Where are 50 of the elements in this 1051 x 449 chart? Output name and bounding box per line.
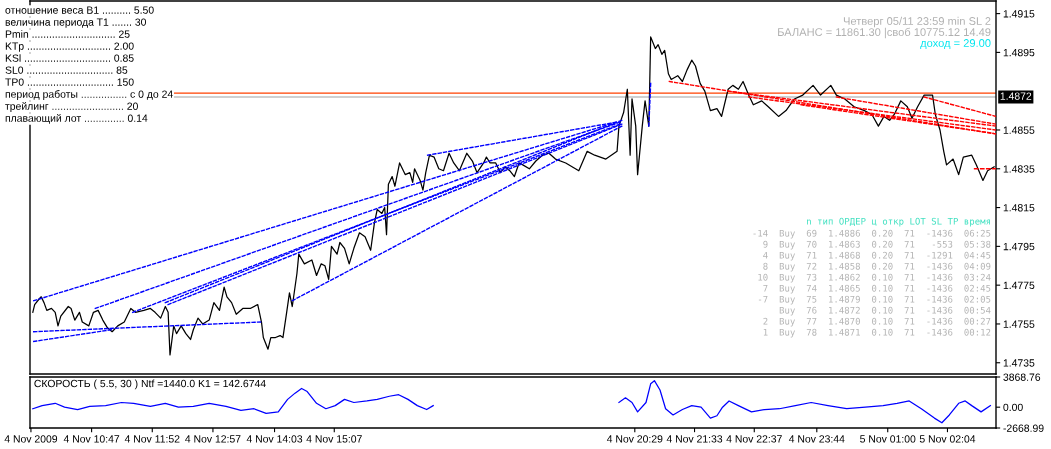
annotation: 7 Buy 74 1.4865 0.10 71 -1436 02:45	[763, 284, 991, 294]
annotation: Buy 76 1.4872 0.10 71 -1436 00:54	[779, 306, 991, 316]
y-tick-label: 1.4775	[1003, 281, 1035, 290]
annotation: 10 Buy 73 1.4862 0.10 71 -1436 03:24	[758, 273, 991, 283]
x-tick-label: 4 Nov 10:47	[63, 435, 120, 443]
annotation: Четверг 05/11 23:59 min SL 2	[843, 16, 991, 28]
annotation: 9 Buy 70 1.4863 0.20 71 -553 05:38	[763, 240, 991, 250]
y-tick-label: 1.4855	[1003, 126, 1035, 134]
annotation: период работы ................ с 0 до 24	[5, 90, 173, 100]
x-tick-label: 4 Nov 22:37	[726, 435, 782, 443]
x-tick-label: 4 Nov 11:52	[124, 435, 180, 443]
y-tick-label: 1.4735	[1003, 359, 1035, 367]
annotation: Pmin ............................. 25	[5, 30, 130, 38]
annotation: отношение веса B1 .......... 5.50	[5, 6, 154, 14]
y-tick-label: 1.4815	[1003, 204, 1035, 212]
y-tick-label: 1.4835	[1003, 165, 1035, 173]
x-tick-label: 4 Nov 2009	[4, 435, 58, 443]
x-tick-label: 5 Nov 01:00	[860, 435, 916, 443]
annotation: 8 Buy 72 1.4858 0.20 71 -1436 04:09	[763, 262, 991, 272]
annotation: KSl .............................. 0.85	[5, 54, 134, 62]
x-tick-label: 4 Nov 15:07	[306, 435, 362, 443]
annotation: величина периода T1 ....... 30	[5, 18, 147, 28]
annotation: KTp ............................. 2.00	[5, 42, 134, 52]
annotation: трейлинг ......................... 20	[5, 102, 138, 112]
x-tick-label: 4 Nov 14:03	[246, 435, 303, 443]
x-tick-label: 5 Nov 02:04	[919, 435, 976, 443]
annotation: 2 Buy 77 1.4870 0.10 71 -1436 00:27	[763, 317, 991, 327]
x-tick-label: 4 Nov 12:57	[185, 435, 241, 443]
chart-title: СКОРОСТЬ ( 5.5, 30 ) Ntf =1440.0 K1 = 142.6744	[34, 379, 266, 390]
annotation: 1 Buy 78 1.4871 0.10 71 -1436 00:12	[763, 328, 991, 338]
annotation: -14 Buy 69 1.4886 0.20 71 -1436 06:25	[753, 229, 991, 239]
x-tick-label: 4 Nov 23:44	[788, 435, 845, 443]
y-tick-label: 1.4895	[1003, 48, 1035, 57]
y-tick-label: 3868.76	[1003, 373, 1041, 381]
annotation: БАЛАНС = 11861.30 |своб 10775.12 14.49	[778, 27, 991, 39]
x-tick-label: 4 Nov 20:29	[606, 435, 663, 443]
annotation: -7 Buy 75 1.4879 0.10 71 -1436 02:05	[758, 295, 991, 305]
annotation: доход = 29.00	[920, 39, 991, 50]
annotation: плавающий лот .............. 0.14	[5, 114, 148, 124]
annotation: n тип ОРДЕР ц откр LOT SL TP время	[807, 217, 990, 227]
y-tick-label: -2668.99	[1003, 424, 1044, 432]
annotation: SL0 .............................. 85	[5, 66, 128, 74]
y-tick-label: 0.00	[1003, 403, 1023, 412]
x-tick-label: 4 Nov 21:33	[666, 435, 723, 443]
annotation: 4 Buy 71 1.4868 0.20 71 -1291 04:45	[763, 251, 991, 261]
y-tick-label: 1.4755	[1003, 320, 1035, 328]
y-tick-label: 1.4795	[1003, 242, 1035, 251]
ref-line-label: 1.4872	[1000, 92, 1032, 100]
annotation: TP0 .............................. 150	[5, 78, 134, 86]
y-tick-label: 1.4915	[1003, 10, 1035, 18]
